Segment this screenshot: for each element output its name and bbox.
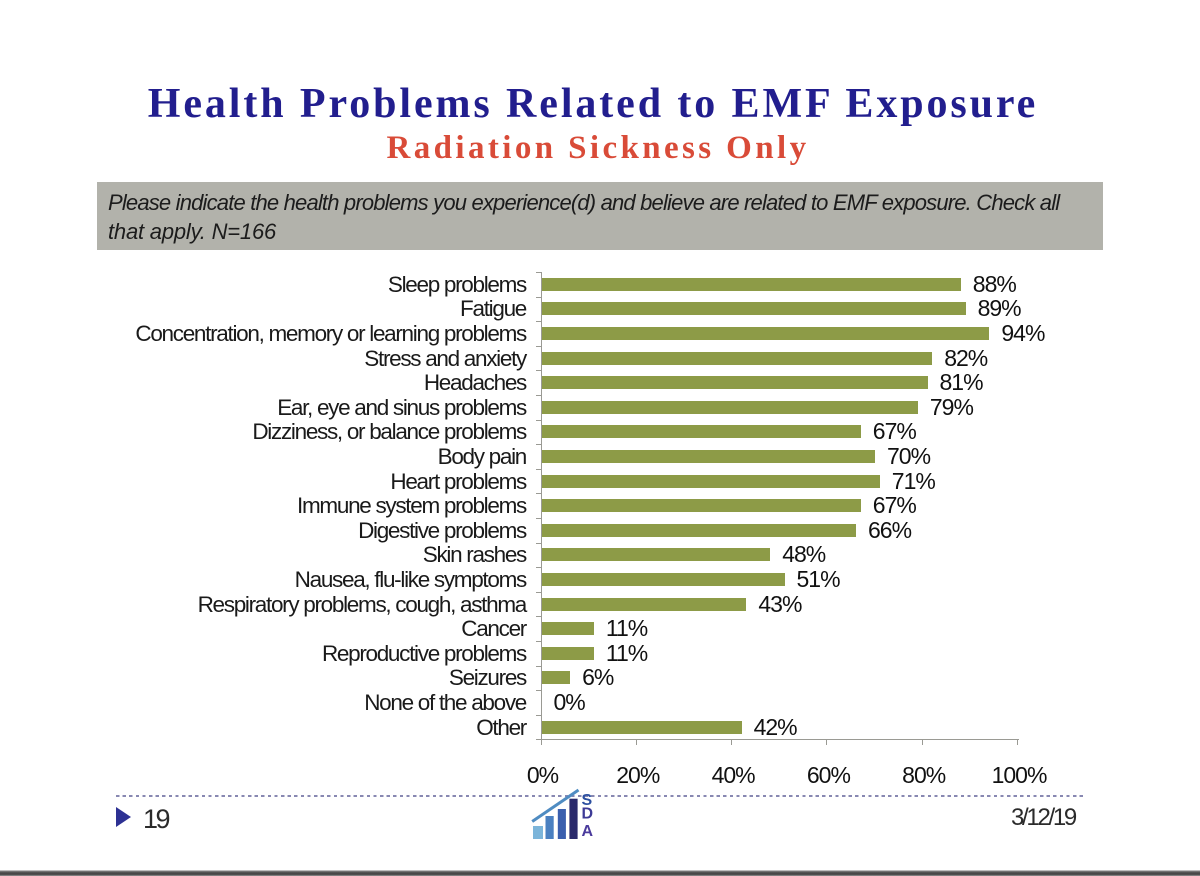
svg-text:S: S (582, 792, 593, 809)
svg-text:D: D (582, 806, 594, 823)
svg-text:A: A (582, 823, 594, 840)
